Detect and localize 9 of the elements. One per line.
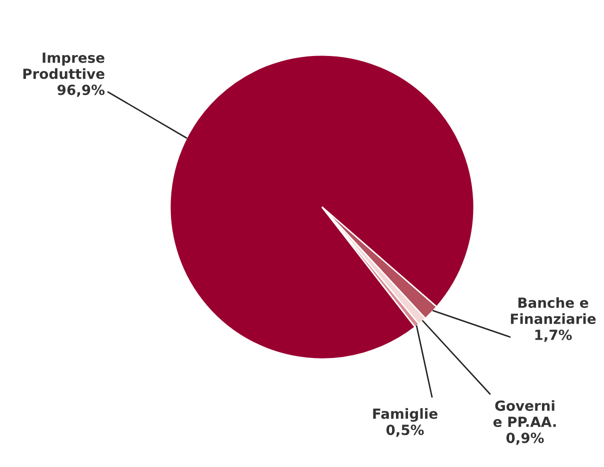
slice-label: Famiglie <box>373 408 438 422</box>
slice-label: Banche e Finanziarie <box>510 297 596 324</box>
data-label: 0,9% <box>506 432 544 445</box>
data-label: 0,5% <box>386 424 424 437</box>
slice-label: Imprese Produttive <box>23 52 104 80</box>
slice-label: Governi e PP.AA. <box>493 400 556 428</box>
pie-slice <box>169 54 475 360</box>
data-label: 1,7% <box>535 330 572 342</box>
data-label: 96,9% <box>58 84 105 97</box>
